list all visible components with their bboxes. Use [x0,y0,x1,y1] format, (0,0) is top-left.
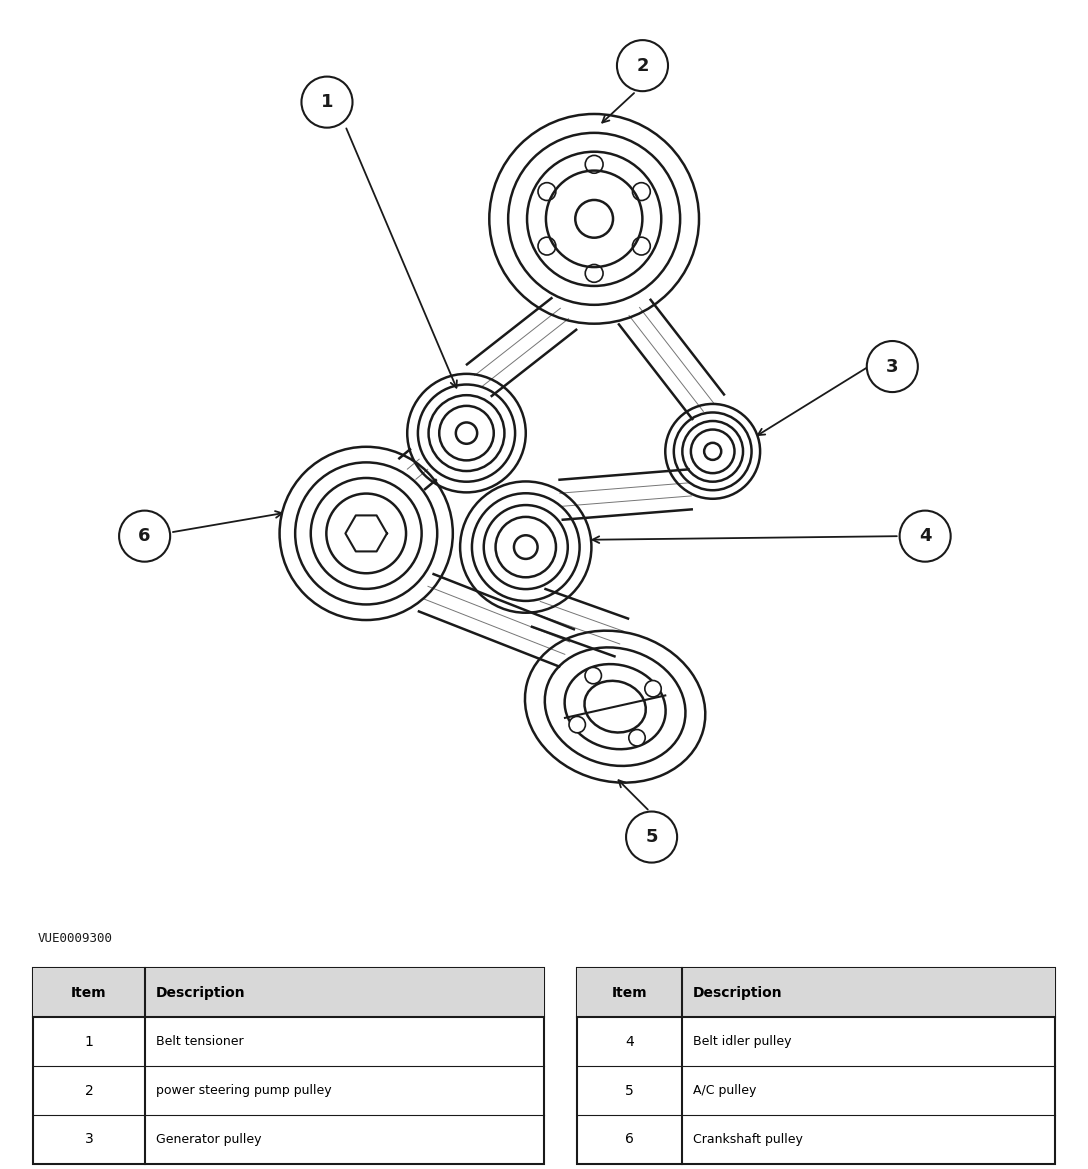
Text: Crankshaft pulley: Crankshaft pulley [693,1133,803,1146]
Text: 5: 5 [645,828,658,846]
Text: 1: 1 [321,94,333,111]
Text: 5: 5 [625,1084,633,1098]
Bar [577,968,1055,1017]
Text: A/C pulley: A/C pulley [693,1084,756,1097]
Text: Item: Item [611,985,647,999]
Text: 1: 1 [85,1035,94,1049]
Bar [577,968,1055,1164]
Circle shape [585,667,602,684]
Polygon shape [418,574,576,667]
Polygon shape [345,516,387,552]
Text: Description: Description [156,985,246,999]
Circle shape [569,717,585,733]
Circle shape [617,40,668,91]
Polygon shape [618,299,725,420]
Circle shape [301,77,353,127]
Circle shape [629,729,645,746]
Text: Belt idler pulley: Belt idler pulley [693,1036,791,1049]
Text: 4: 4 [625,1035,633,1049]
Circle shape [900,511,951,561]
Text: VUE0009300: VUE0009300 [38,933,113,946]
Text: 3: 3 [886,358,899,375]
Circle shape [867,341,918,392]
Text: power steering pump pulley: power steering pump pulley [156,1084,332,1097]
Text: 4: 4 [919,527,931,545]
Text: 6: 6 [138,527,151,545]
Polygon shape [531,589,629,657]
Text: 2: 2 [85,1084,94,1098]
Polygon shape [398,449,436,490]
Text: Generator pulley: Generator pulley [156,1133,261,1146]
Circle shape [645,680,662,697]
Polygon shape [466,297,577,396]
Bar [33,968,544,1164]
Text: Item: Item [71,985,107,999]
Circle shape [119,511,170,561]
Text: Belt tensioner: Belt tensioner [156,1036,244,1049]
Text: 3: 3 [85,1133,94,1147]
Circle shape [626,811,677,863]
Text: Description: Description [693,985,782,999]
Text: 6: 6 [625,1133,633,1147]
Bar [33,968,544,1017]
Text: 2: 2 [636,56,648,75]
Polygon shape [558,469,693,520]
